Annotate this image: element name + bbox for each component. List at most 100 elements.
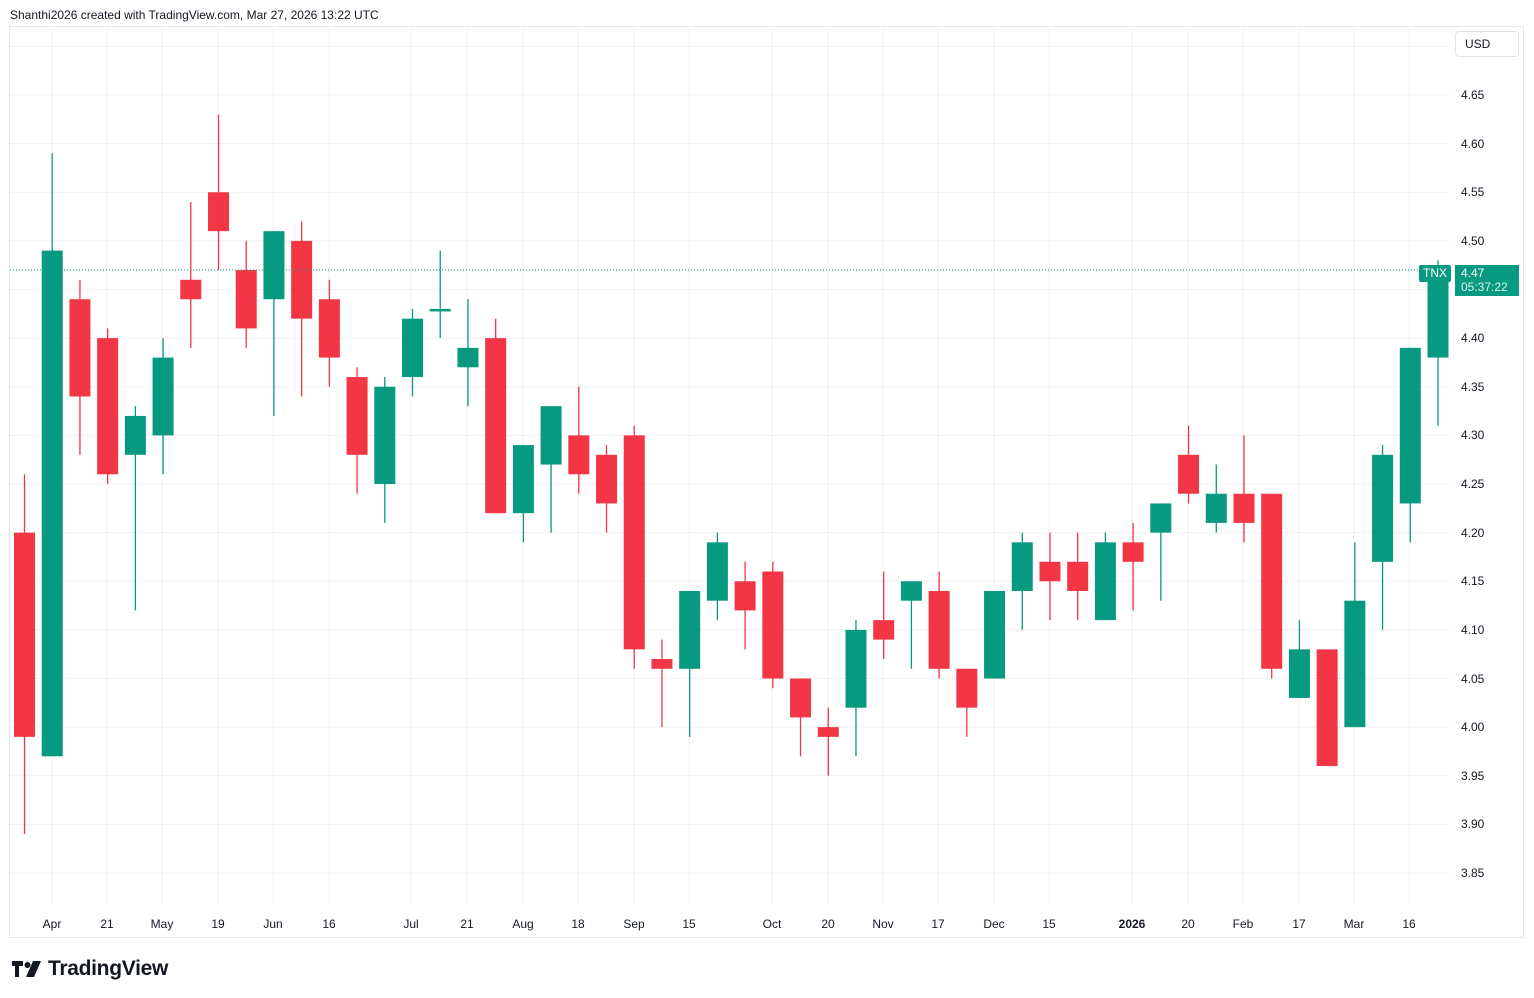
candle[interactable] xyxy=(1261,493,1283,679)
price-tick-label: 4.35 xyxy=(1461,379,1485,394)
last-price-value: 4.47 xyxy=(1461,266,1485,280)
time-tick-label: Mar xyxy=(1343,917,1365,931)
candle[interactable] xyxy=(402,308,424,397)
time-tick-label: Sep xyxy=(623,917,645,931)
candle[interactable] xyxy=(568,386,590,494)
time-tick-label: 16 xyxy=(1402,917,1416,931)
candle[interactable] xyxy=(928,571,950,679)
candle[interactable] xyxy=(706,532,728,621)
time-tick-label: 15 xyxy=(682,917,696,931)
candle[interactable] xyxy=(457,299,479,407)
time-tick-label: 20 xyxy=(1181,917,1195,931)
symbol-tag: TNX xyxy=(1419,265,1451,282)
candle[interactable] xyxy=(1233,435,1255,543)
time-tick-label: Nov xyxy=(872,917,894,931)
bar-countdown: 05:37:22 xyxy=(1461,280,1508,294)
candle[interactable] xyxy=(1150,503,1172,601)
candle[interactable] xyxy=(1399,347,1421,543)
candle[interactable] xyxy=(956,668,978,737)
candle[interactable] xyxy=(900,581,922,669)
candle[interactable] xyxy=(14,474,35,835)
price-tick-label: 4.05 xyxy=(1461,671,1485,686)
candle[interactable] xyxy=(1067,532,1089,621)
candle[interactable] xyxy=(180,201,202,348)
time-tick-label: 17 xyxy=(1292,917,1306,931)
currency-selector-button[interactable]: USD xyxy=(1455,31,1519,57)
time-tick-label: Dec xyxy=(983,917,1005,931)
candle[interactable] xyxy=(1344,542,1366,728)
price-tick-label: 4.60 xyxy=(1461,136,1485,151)
price-tick-label: 4.20 xyxy=(1461,525,1485,540)
time-tick-label: 15 xyxy=(1042,917,1056,931)
tradingview-logo-icon xyxy=(12,961,41,977)
time-tick-label: 21 xyxy=(100,917,114,931)
candles xyxy=(14,114,1449,835)
candle[interactable] xyxy=(1094,532,1116,621)
price-tick-label: 4.00 xyxy=(1461,720,1485,735)
candle[interactable] xyxy=(291,221,313,397)
candle[interactable] xyxy=(873,571,895,660)
candle[interactable] xyxy=(1316,649,1338,767)
candle[interactable] xyxy=(41,153,63,757)
candle[interactable] xyxy=(734,561,756,650)
time-tick-label: 21 xyxy=(460,917,474,931)
candle[interactable] xyxy=(152,338,174,475)
candle[interactable] xyxy=(1039,532,1061,621)
candle[interactable] xyxy=(374,377,396,523)
candle[interactable] xyxy=(540,406,562,533)
candle[interactable] xyxy=(1372,445,1394,630)
candle[interactable] xyxy=(235,240,257,348)
price-tick-label: 3.90 xyxy=(1461,817,1485,832)
grid-lines xyxy=(10,27,1450,905)
candle[interactable] xyxy=(1122,522,1144,611)
time-tick-label: Apr xyxy=(42,917,62,931)
candle[interactable] xyxy=(1205,464,1227,533)
candle[interactable] xyxy=(1178,425,1200,504)
candle[interactable] xyxy=(790,678,812,757)
price-tick-label: 4.65 xyxy=(1461,88,1485,102)
price-tick-label: 3.85 xyxy=(1461,866,1485,880)
last-price-label: 4.47 05:37:22 xyxy=(1455,265,1519,296)
time-tick-label: 17 xyxy=(931,917,945,931)
tradingview-logo[interactable]: TradingView xyxy=(12,957,168,981)
price-tick-label: 4.50 xyxy=(1461,233,1485,248)
candle[interactable] xyxy=(429,250,451,339)
candle[interactable] xyxy=(1288,620,1310,698)
candle[interactable] xyxy=(596,445,618,533)
candle[interactable] xyxy=(817,707,839,776)
time-tick-label: Feb xyxy=(1232,917,1254,931)
candle[interactable] xyxy=(69,279,91,455)
candle[interactable] xyxy=(124,406,146,611)
candle[interactable] xyxy=(762,561,784,689)
candle[interactable] xyxy=(263,231,285,416)
candle[interactable] xyxy=(679,590,701,737)
candle[interactable] xyxy=(512,445,534,543)
candle[interactable] xyxy=(485,318,507,514)
price-tick-label: 4.10 xyxy=(1461,622,1485,637)
candle[interactable] xyxy=(97,328,119,484)
candle[interactable] xyxy=(1011,532,1033,630)
time-tick-label: May xyxy=(150,917,174,931)
candle[interactable] xyxy=(623,425,645,669)
price-tick-label: 4.30 xyxy=(1461,428,1485,443)
price-tick-label: 4.55 xyxy=(1461,185,1485,200)
candle[interactable] xyxy=(208,114,230,271)
candle[interactable] xyxy=(845,620,867,757)
time-tick-label: 16 xyxy=(322,917,336,931)
price-tick-label: 4.25 xyxy=(1461,477,1485,491)
time-tick-label: 20 xyxy=(821,917,835,931)
candle[interactable] xyxy=(984,590,1006,679)
candle[interactable] xyxy=(651,639,673,728)
chart-attribution: Shanthi2026 created with TradingView.com… xyxy=(10,8,379,22)
time-tick-label: Jun xyxy=(263,917,283,931)
candle[interactable] xyxy=(346,367,368,494)
time-tick-label: Oct xyxy=(762,917,782,931)
candle[interactable] xyxy=(1427,260,1449,426)
logo-text: TradingView xyxy=(48,957,169,980)
price-tick-label: 3.95 xyxy=(1461,768,1485,783)
price-tick-label: 4.15 xyxy=(1461,574,1485,589)
time-tick-label: 18 xyxy=(571,917,585,931)
candle[interactable] xyxy=(318,279,340,387)
time-tick-label: Jul xyxy=(403,917,419,931)
